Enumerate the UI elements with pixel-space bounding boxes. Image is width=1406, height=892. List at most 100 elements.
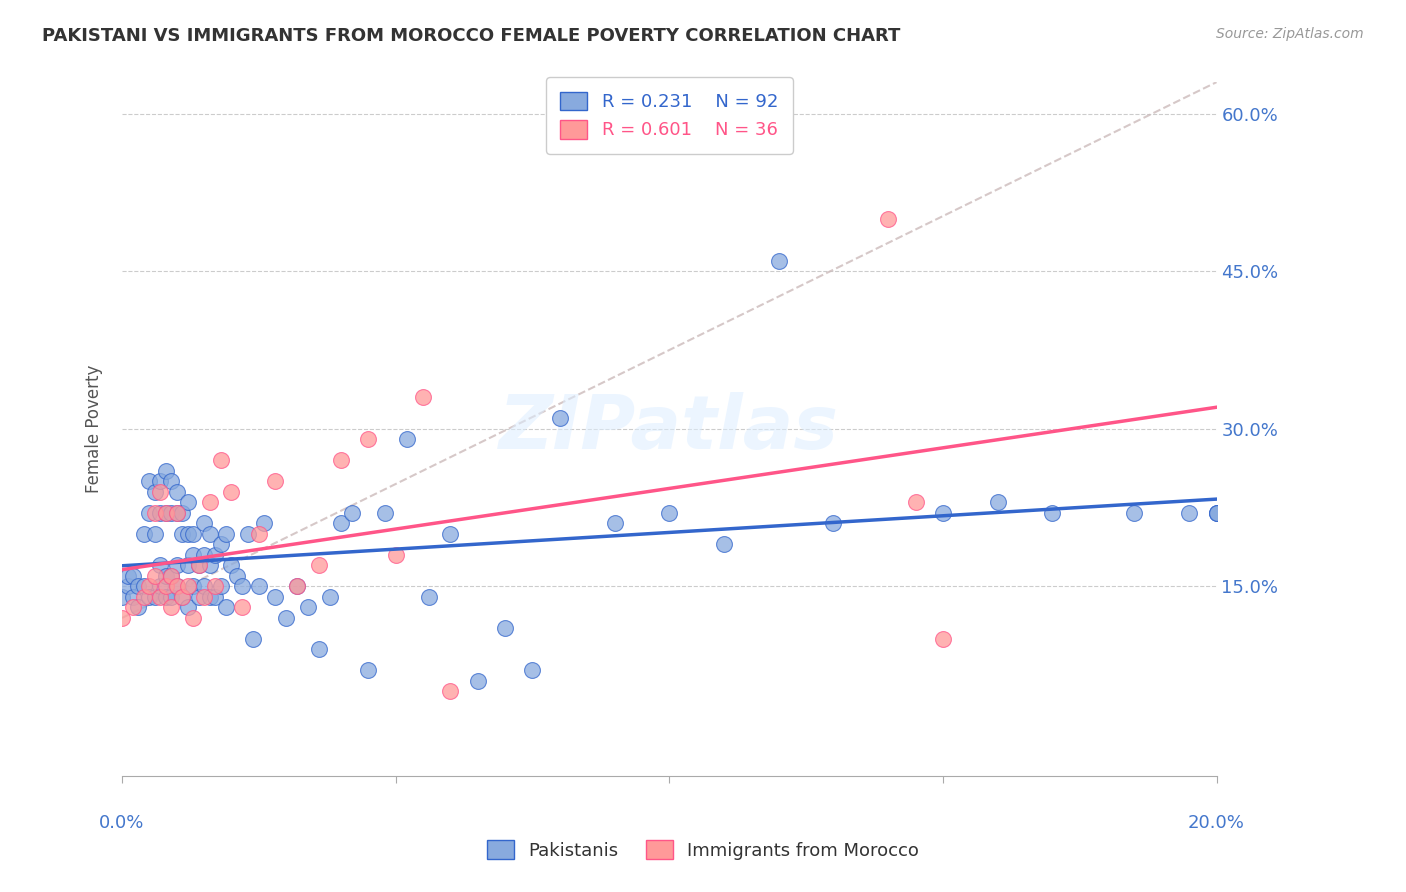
Point [166, 579, 188, 593]
Point [181, 611, 204, 625]
Point [823, 516, 845, 531]
Point [204, 590, 226, 604]
Point [177, 527, 200, 541]
Point [149, 590, 172, 604]
Point [374, 506, 396, 520]
Point [122, 590, 145, 604]
Point [209, 453, 232, 467]
Point [395, 433, 418, 447]
Point [181, 548, 204, 562]
Point [166, 484, 188, 499]
Point [149, 558, 172, 573]
Point [198, 558, 221, 573]
Point [111, 611, 134, 625]
Point [181, 579, 204, 593]
Point [285, 579, 308, 593]
Point [603, 516, 626, 531]
Point [713, 537, 735, 551]
Point [143, 590, 166, 604]
Point [226, 569, 249, 583]
Point [122, 569, 145, 583]
Point [340, 506, 363, 520]
Point [160, 506, 183, 520]
Legend: R = 0.231    N = 92, R = 0.601    N = 36: R = 0.231 N = 92, R = 0.601 N = 36 [546, 78, 793, 154]
Point [987, 495, 1010, 509]
Point [439, 527, 461, 541]
Point [193, 579, 215, 593]
Point [138, 590, 160, 604]
Point [149, 475, 172, 489]
Point [155, 464, 177, 478]
Point [658, 506, 681, 520]
Point [253, 516, 276, 531]
Point [204, 579, 226, 593]
Point [467, 673, 489, 688]
Point [143, 506, 166, 520]
Point [932, 506, 955, 520]
Point [221, 558, 243, 573]
Point [231, 579, 253, 593]
Text: 0.0%: 0.0% [100, 814, 145, 832]
Point [494, 622, 516, 636]
Point [172, 590, 194, 604]
Point [308, 642, 330, 657]
Point [117, 579, 139, 593]
Point [160, 569, 183, 583]
Point [143, 527, 166, 541]
Point [177, 579, 200, 593]
Point [329, 453, 352, 467]
Point [1178, 506, 1201, 520]
Point [209, 579, 232, 593]
Point [439, 684, 461, 698]
Point [132, 579, 155, 593]
Point [111, 590, 134, 604]
Point [149, 579, 172, 593]
Point [155, 506, 177, 520]
Point [160, 569, 183, 583]
Point [166, 506, 188, 520]
Point [1205, 506, 1227, 520]
Point [1123, 506, 1146, 520]
Point [548, 411, 571, 425]
Point [132, 527, 155, 541]
Point [127, 579, 149, 593]
Point [198, 495, 221, 509]
Point [166, 579, 188, 593]
Point [264, 590, 287, 604]
Point [768, 253, 790, 268]
Point [155, 579, 177, 593]
Point [418, 590, 440, 604]
Point [204, 548, 226, 562]
Point [247, 579, 270, 593]
Point [215, 600, 238, 615]
Point [276, 611, 298, 625]
Point [138, 579, 160, 593]
Point [172, 527, 194, 541]
Point [357, 664, 380, 678]
Point [187, 558, 209, 573]
Point [149, 484, 172, 499]
Point [198, 527, 221, 541]
Point [209, 537, 232, 551]
Point [308, 558, 330, 573]
Point [155, 569, 177, 583]
Point [522, 664, 544, 678]
Point [172, 506, 194, 520]
Point [117, 569, 139, 583]
Point [122, 600, 145, 615]
Point [264, 475, 287, 489]
Point [1205, 506, 1227, 520]
Point [155, 590, 177, 604]
Point [127, 600, 149, 615]
Point [1205, 506, 1227, 520]
Point [160, 475, 183, 489]
Point [187, 558, 209, 573]
Point [143, 569, 166, 583]
Point [177, 495, 200, 509]
Point [236, 527, 259, 541]
Text: ZIPatlas: ZIPatlas [499, 392, 839, 466]
Point [247, 527, 270, 541]
Point [132, 590, 155, 604]
Point [231, 600, 253, 615]
Point [297, 600, 319, 615]
